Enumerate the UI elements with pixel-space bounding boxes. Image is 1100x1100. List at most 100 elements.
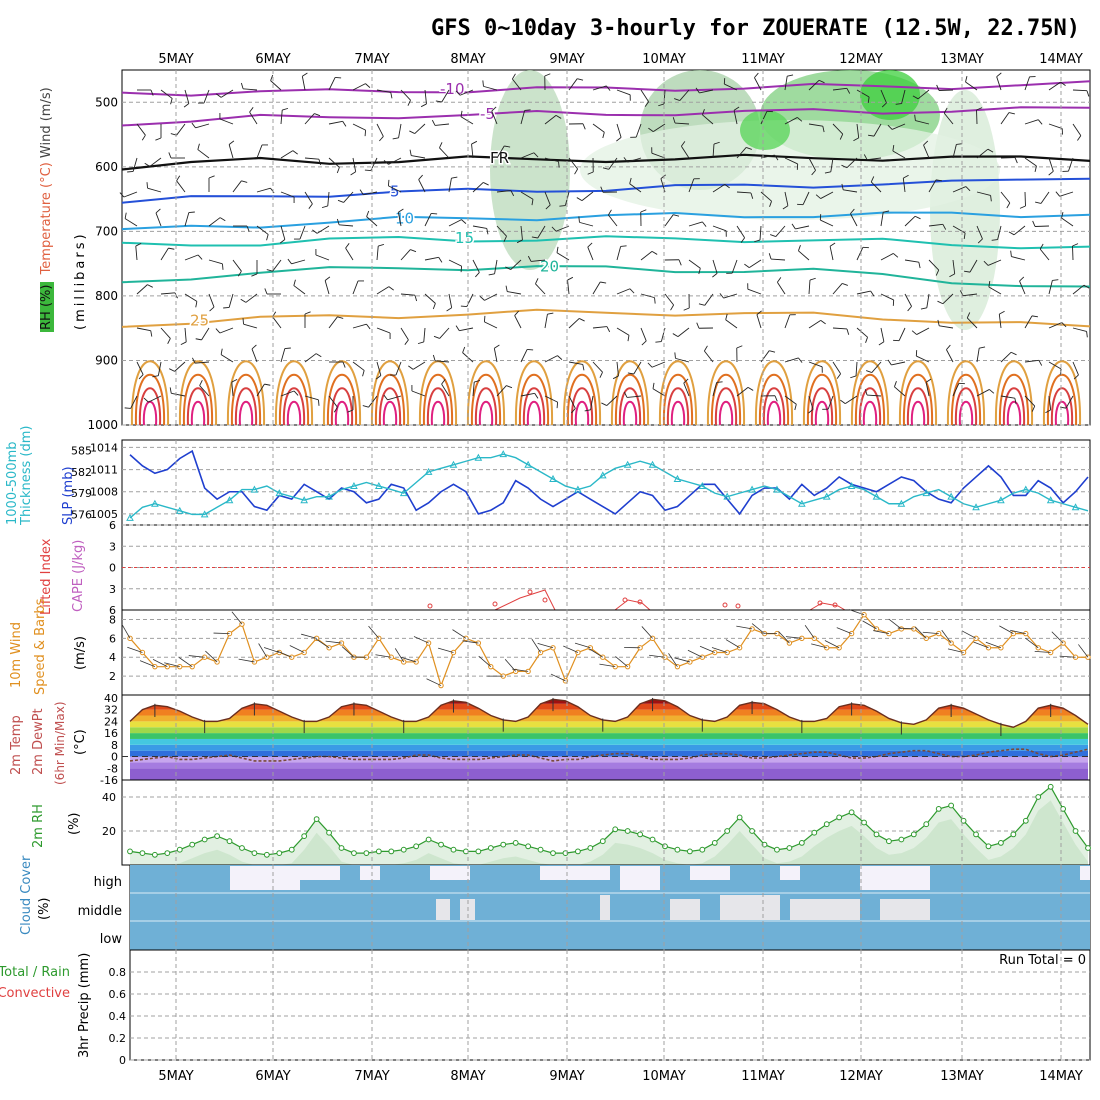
wind-barb-flag xyxy=(976,107,983,111)
wind-barb xyxy=(627,157,642,163)
wind-barb-flag xyxy=(725,313,728,320)
rh-point xyxy=(823,821,830,828)
wind-barb xyxy=(1013,225,1026,236)
boundary-contour xyxy=(570,387,594,426)
thickness-marker xyxy=(250,485,259,493)
wind-barb xyxy=(544,191,551,206)
wind-barb-flag xyxy=(629,177,632,184)
surface-wind-barb xyxy=(760,632,777,635)
wind-barb xyxy=(395,361,402,376)
wind-barb-flag xyxy=(1031,405,1036,412)
temp-contour xyxy=(121,308,1091,328)
thickness-marker xyxy=(225,496,234,504)
wind-barb xyxy=(472,225,487,229)
thickness-marker xyxy=(773,485,781,493)
wind-barb xyxy=(587,246,594,261)
wind-barb xyxy=(904,215,916,227)
wind-barb xyxy=(976,389,990,397)
surface-wind-barb xyxy=(687,649,703,658)
rh-point xyxy=(1072,828,1079,834)
wind-barb-flag xyxy=(251,273,258,277)
wind-barb xyxy=(568,395,576,409)
wind-barbs xyxy=(119,72,1090,414)
wind-barb-flag xyxy=(314,113,321,117)
wind-barb xyxy=(327,191,330,206)
wind-barb xyxy=(400,249,411,261)
wind-barb xyxy=(784,157,798,165)
thickness-marker xyxy=(623,460,632,468)
surface-wind-barb xyxy=(888,618,902,630)
wind-barb-flag xyxy=(582,123,586,130)
wind-barb-flag xyxy=(866,370,872,373)
wind-barb-flag xyxy=(365,83,371,88)
wind-barb xyxy=(124,218,138,227)
wind-barb-flag xyxy=(176,175,181,182)
wind-barb xyxy=(243,88,258,91)
wind-barb-flag xyxy=(409,149,412,156)
wind-barb-flag xyxy=(223,307,230,309)
wind-barb-flag xyxy=(216,93,222,98)
wind-barb-flag xyxy=(864,389,868,396)
wind-barb xyxy=(388,157,402,165)
wind-barb xyxy=(640,293,655,299)
boundary-contour xyxy=(862,401,878,426)
wind-barb-flag xyxy=(1010,351,1017,356)
wind-barb-flag xyxy=(266,269,273,272)
thickness-tick: 579 xyxy=(71,487,92,500)
wind-barb xyxy=(544,395,558,403)
surface-wind-barb xyxy=(1025,637,1039,649)
wind-barb-flag xyxy=(511,73,516,80)
surface-wind-barb xyxy=(276,650,292,658)
surface-wind-barb xyxy=(258,643,268,658)
wind-barb xyxy=(712,259,718,274)
wind-barb-flag xyxy=(892,145,895,152)
wind-barb xyxy=(136,123,146,136)
wind-barb-flag xyxy=(1034,165,1037,172)
wind-barb-flag xyxy=(989,389,995,394)
surface-wind-barb xyxy=(231,611,243,625)
wind-barb-flag xyxy=(878,341,885,346)
rh-point xyxy=(338,845,345,851)
wind-barb xyxy=(1048,157,1054,172)
rh-point xyxy=(189,841,196,848)
wind-barb xyxy=(856,89,870,98)
boundary-contour xyxy=(1042,360,1082,426)
wind-barb xyxy=(176,180,186,193)
date-label-bottom: 13MAY xyxy=(940,1069,984,1084)
wind-barb xyxy=(512,78,522,91)
wind-barb xyxy=(832,283,843,295)
surface-wind-barb xyxy=(873,630,890,635)
wind-barb xyxy=(832,327,847,330)
wind-barb xyxy=(952,186,967,193)
rh-ylabel: 2m RH xyxy=(31,804,46,848)
wind-barb xyxy=(606,395,618,406)
wind-barb xyxy=(136,361,144,375)
wind-barb xyxy=(749,259,762,269)
wind-barb-flag xyxy=(600,186,604,193)
wind-barb xyxy=(160,327,171,339)
boundary-contour xyxy=(946,360,986,426)
wind-barb xyxy=(1011,256,1026,261)
wind-barb-flag xyxy=(147,284,153,288)
wind-tick: 8 xyxy=(109,613,116,626)
wind-barb xyxy=(688,221,703,227)
surface-wind-barb xyxy=(263,647,280,653)
wind-barb xyxy=(1019,280,1026,295)
surface-wind-barb xyxy=(462,640,479,644)
wind-barb-flag xyxy=(127,171,134,173)
wind-barb xyxy=(894,386,906,397)
rh-point xyxy=(873,831,880,838)
cloud-high-gap xyxy=(620,866,660,890)
wind-barb-flag xyxy=(246,225,250,232)
wind-barb-flag xyxy=(555,114,562,119)
surface-wind-barb xyxy=(1010,629,1026,635)
wind-barb xyxy=(272,316,282,329)
rh-point xyxy=(525,843,532,850)
pressure-tick: 800 xyxy=(95,289,118,303)
wind-barb xyxy=(195,123,210,129)
rh-point xyxy=(798,840,805,846)
rh-point xyxy=(512,840,519,846)
boundary-contour xyxy=(514,360,554,426)
wind-barb xyxy=(832,123,844,135)
